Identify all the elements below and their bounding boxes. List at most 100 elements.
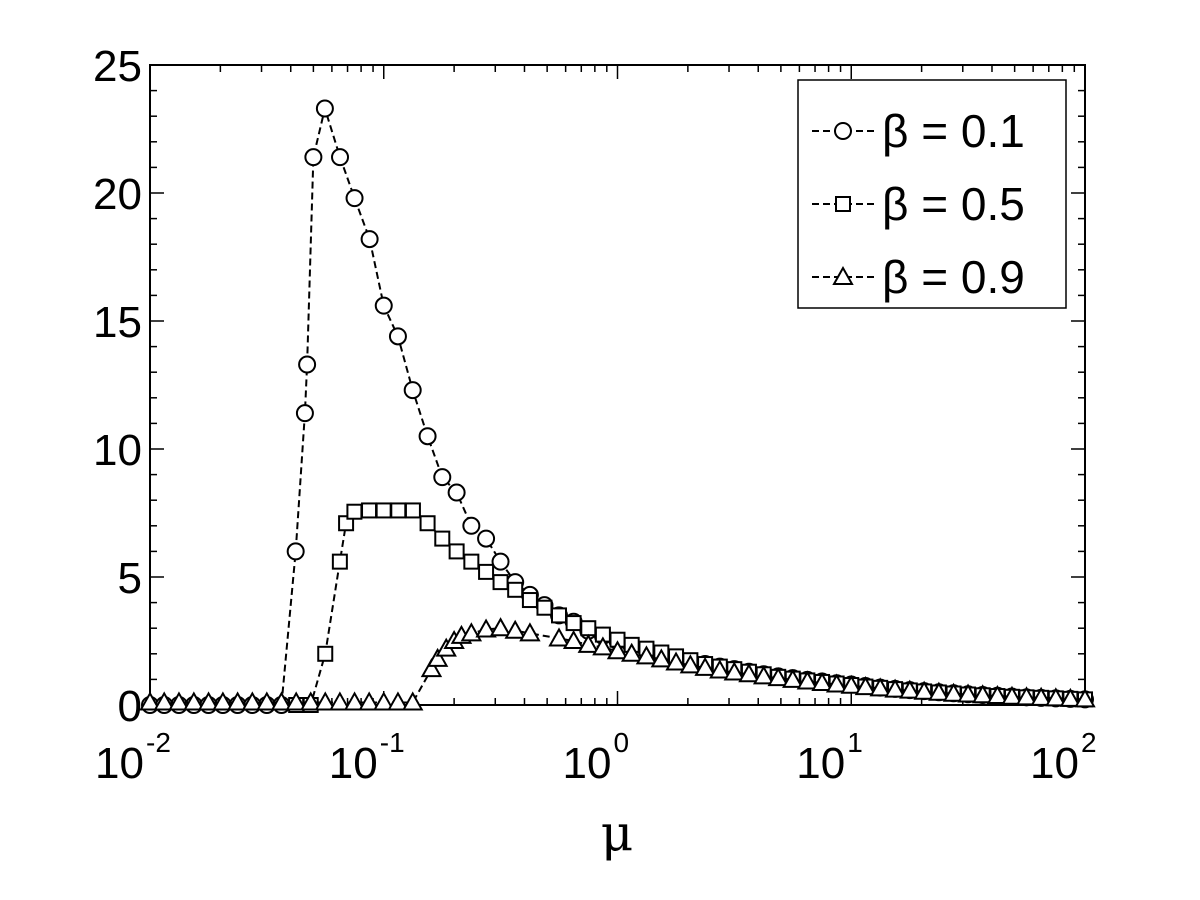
data-point xyxy=(986,685,1009,705)
data-point xyxy=(825,673,848,693)
series-square xyxy=(288,502,1093,713)
data-point xyxy=(562,629,585,649)
data-point xyxy=(304,148,323,167)
data-point xyxy=(475,618,497,638)
data-point xyxy=(1059,687,1082,707)
data-point xyxy=(478,563,495,580)
data-point xyxy=(606,640,629,660)
legend-item: β = 0.5 xyxy=(812,178,1025,230)
data-point xyxy=(197,691,220,711)
data-point xyxy=(375,502,392,519)
legend-marker xyxy=(835,196,851,212)
data-point xyxy=(489,617,512,637)
data-point xyxy=(782,668,804,688)
data-point xyxy=(536,599,553,616)
data-point xyxy=(460,622,483,642)
data-point xyxy=(1001,685,1023,705)
y-tick-label: 15 xyxy=(93,298,142,347)
data-point xyxy=(183,691,205,711)
data-point xyxy=(519,622,541,642)
data-point xyxy=(390,502,407,519)
y-tick-label: 5 xyxy=(118,554,142,603)
data-point xyxy=(551,607,568,624)
data-point xyxy=(565,615,582,632)
data-point xyxy=(752,665,775,685)
data-point xyxy=(434,530,451,547)
data-point xyxy=(358,691,380,711)
data-point xyxy=(226,691,249,711)
data-point xyxy=(971,684,994,704)
data-point xyxy=(928,681,950,701)
data-point xyxy=(343,691,366,711)
legend-label: β = 0.5 xyxy=(882,178,1025,230)
legend-label: β = 0.9 xyxy=(882,251,1025,303)
data-point xyxy=(709,659,731,679)
data-point xyxy=(298,355,317,374)
data-point xyxy=(592,636,614,656)
data-point xyxy=(521,592,538,609)
legend-marker xyxy=(834,122,852,140)
x-tick-label: 10 xyxy=(796,739,845,788)
x-tick-label: 10 xyxy=(1030,739,1079,788)
data-point xyxy=(314,691,336,711)
data-point xyxy=(840,674,862,694)
data-point xyxy=(404,502,421,519)
y-tick-label: 10 xyxy=(93,426,142,475)
data-point xyxy=(241,691,264,711)
data-point xyxy=(346,503,363,520)
data-point xyxy=(286,542,305,561)
data-point xyxy=(548,627,570,647)
data-point xyxy=(153,691,175,711)
data-point xyxy=(331,148,350,167)
data-point xyxy=(767,667,789,687)
legend-item: β = 0.9 xyxy=(812,251,1025,303)
legend-marker xyxy=(832,265,854,285)
data-point xyxy=(620,642,643,662)
data-point xyxy=(361,502,378,519)
data-point xyxy=(447,483,466,502)
data-point xyxy=(338,515,355,532)
data-point xyxy=(331,553,348,570)
x-tick-label: 10 xyxy=(329,739,378,788)
data-point xyxy=(300,691,322,711)
data-point xyxy=(665,651,687,671)
data-point xyxy=(403,381,422,400)
data-point xyxy=(285,691,307,711)
data-point xyxy=(418,427,437,446)
data-point xyxy=(869,677,891,697)
x-tick-exponent: 1 xyxy=(847,727,863,758)
y-tick-label: 0 xyxy=(118,682,142,731)
series-layer xyxy=(139,99,1096,714)
data-point xyxy=(492,574,509,591)
x-tick-exponent: 2 xyxy=(1081,727,1097,758)
data-point xyxy=(577,633,600,653)
data-point xyxy=(448,543,465,560)
data-point xyxy=(374,296,393,315)
x-tick-exponent: -2 xyxy=(146,727,171,758)
data-point xyxy=(504,619,526,639)
data-point xyxy=(387,691,409,711)
data-point xyxy=(507,581,524,598)
data-point xyxy=(1015,686,1038,706)
data-point xyxy=(329,691,351,711)
data-point xyxy=(168,691,190,711)
data-point xyxy=(854,676,877,696)
data-point xyxy=(401,691,424,711)
data-point xyxy=(580,620,597,637)
data-point xyxy=(426,647,449,667)
data-point xyxy=(635,645,658,665)
data-point xyxy=(345,189,364,208)
axis-ticks xyxy=(149,64,1086,706)
data-point xyxy=(315,99,334,118)
data-point xyxy=(256,691,278,711)
data-point xyxy=(212,691,234,711)
data-point xyxy=(433,468,452,487)
data-point xyxy=(694,656,716,676)
data-point xyxy=(388,327,407,346)
data-point xyxy=(462,516,481,535)
data-point xyxy=(360,230,379,249)
data-point xyxy=(1074,688,1096,708)
data-point xyxy=(295,404,314,423)
x-tick-labels: 10 -2 10 -1 10 0 10 1 10 2 xyxy=(95,727,1097,788)
